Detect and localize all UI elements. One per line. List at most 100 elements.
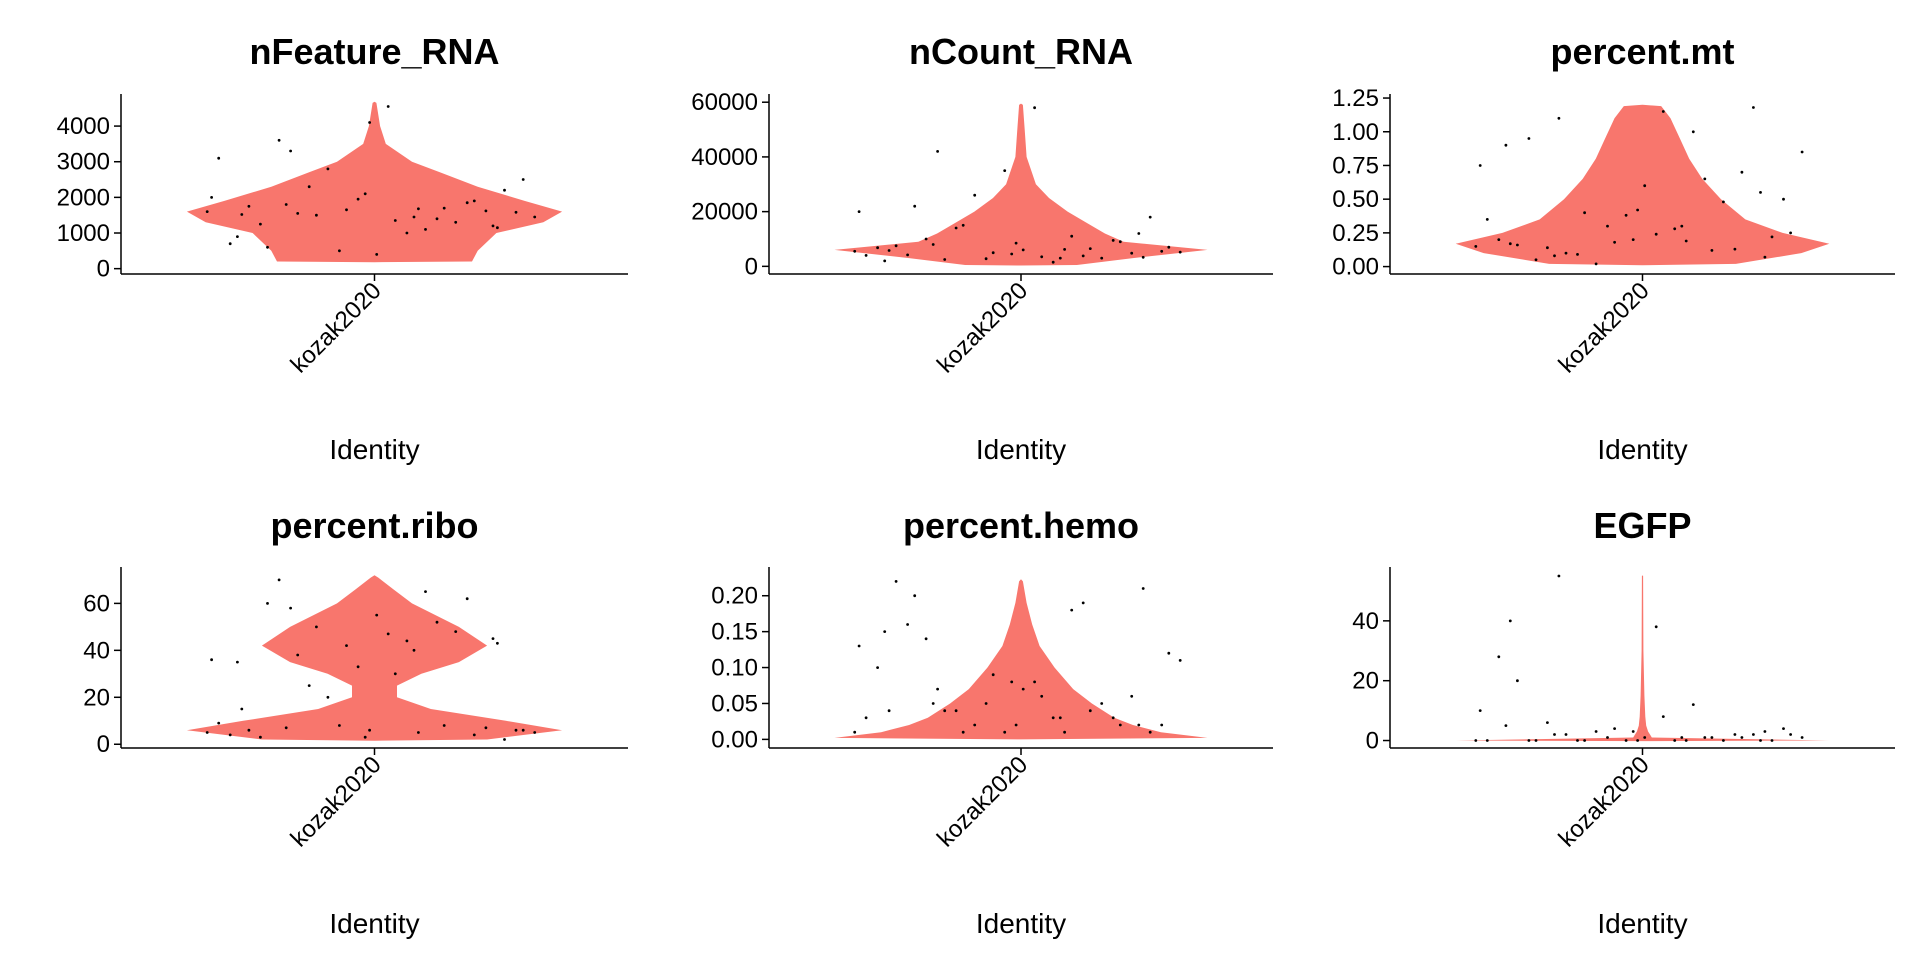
point xyxy=(1081,601,1085,605)
point xyxy=(913,594,917,598)
point xyxy=(1643,184,1647,188)
point xyxy=(1759,191,1762,194)
point xyxy=(1782,197,1785,201)
point xyxy=(284,203,288,206)
point xyxy=(1631,730,1635,733)
point xyxy=(1070,234,1074,238)
point xyxy=(1118,723,1122,727)
point xyxy=(1088,247,1092,251)
x-axis-title: Identity xyxy=(329,908,419,939)
point xyxy=(1167,651,1171,655)
point xyxy=(1033,106,1036,110)
point xyxy=(1661,715,1665,718)
y-tick-label: 0 xyxy=(97,256,110,283)
point xyxy=(943,258,947,261)
y-tick-label: 1.00 xyxy=(1332,119,1379,146)
point xyxy=(1021,687,1025,691)
y-tick-label: 0.20 xyxy=(711,583,758,610)
point xyxy=(405,639,409,643)
y-tick-label: 40 xyxy=(1352,608,1379,635)
point xyxy=(315,213,318,217)
y-tick-label: 0 xyxy=(745,253,758,280)
point xyxy=(1722,200,1725,204)
violin-half xyxy=(834,103,1021,266)
point xyxy=(894,580,898,583)
point xyxy=(1733,247,1737,251)
point xyxy=(906,623,909,626)
point xyxy=(1014,241,1018,245)
point xyxy=(1722,739,1725,742)
point xyxy=(1684,239,1688,243)
y-tick-label: 4000 xyxy=(57,113,110,140)
point xyxy=(240,213,244,216)
point xyxy=(1606,224,1609,228)
violin-half xyxy=(1021,103,1208,266)
point xyxy=(315,625,318,629)
x-tick-label: kozak2020 xyxy=(1554,277,1655,378)
point xyxy=(1770,235,1774,239)
point xyxy=(386,632,390,636)
y-tick-label: 0.15 xyxy=(711,619,758,646)
point xyxy=(887,249,891,252)
point xyxy=(247,204,251,208)
y-tick-label: 20 xyxy=(1352,668,1379,695)
y-tick-label: 0.25 xyxy=(1332,220,1379,247)
violin-half xyxy=(374,101,563,263)
point xyxy=(205,731,209,734)
point xyxy=(991,251,995,255)
point xyxy=(521,728,525,732)
point xyxy=(1003,730,1007,734)
point xyxy=(1703,177,1707,181)
point xyxy=(1051,260,1055,264)
point xyxy=(924,637,928,641)
point xyxy=(954,709,958,713)
point xyxy=(931,702,935,705)
point xyxy=(1160,723,1164,727)
point xyxy=(368,728,371,732)
y-tick-label: 0.05 xyxy=(711,690,758,717)
point xyxy=(375,613,379,617)
point xyxy=(533,731,537,734)
point xyxy=(1485,739,1489,742)
point xyxy=(1782,727,1785,730)
point xyxy=(931,243,935,246)
point xyxy=(205,210,209,214)
violin-half xyxy=(1021,579,1208,740)
point xyxy=(1557,574,1561,578)
point xyxy=(1691,130,1695,134)
point xyxy=(356,665,360,669)
point xyxy=(236,235,239,239)
point xyxy=(1740,170,1744,174)
point xyxy=(1613,240,1616,244)
point xyxy=(1673,739,1677,742)
point xyxy=(296,212,300,215)
point xyxy=(1527,739,1531,742)
point xyxy=(296,653,300,657)
point xyxy=(1178,250,1182,254)
point xyxy=(1508,619,1512,623)
point xyxy=(356,197,360,201)
point xyxy=(465,201,469,205)
y-tick-label: 0.00 xyxy=(711,726,758,753)
point xyxy=(1759,739,1762,742)
point xyxy=(405,231,409,235)
point xyxy=(1474,245,1478,248)
point xyxy=(1021,248,1025,252)
point xyxy=(514,728,518,732)
point xyxy=(393,672,397,676)
point xyxy=(1478,164,1482,167)
point xyxy=(1148,215,1152,219)
chart-title: percent.hemo xyxy=(903,505,1139,546)
point xyxy=(521,178,525,181)
x-axis-title: Identity xyxy=(1597,908,1687,939)
point xyxy=(217,156,221,160)
point xyxy=(1111,716,1115,720)
point xyxy=(961,223,965,227)
point xyxy=(1680,224,1684,228)
point xyxy=(259,735,262,739)
point xyxy=(435,217,439,221)
violin-half xyxy=(1455,575,1643,742)
point xyxy=(1130,694,1134,698)
point xyxy=(1546,721,1549,724)
